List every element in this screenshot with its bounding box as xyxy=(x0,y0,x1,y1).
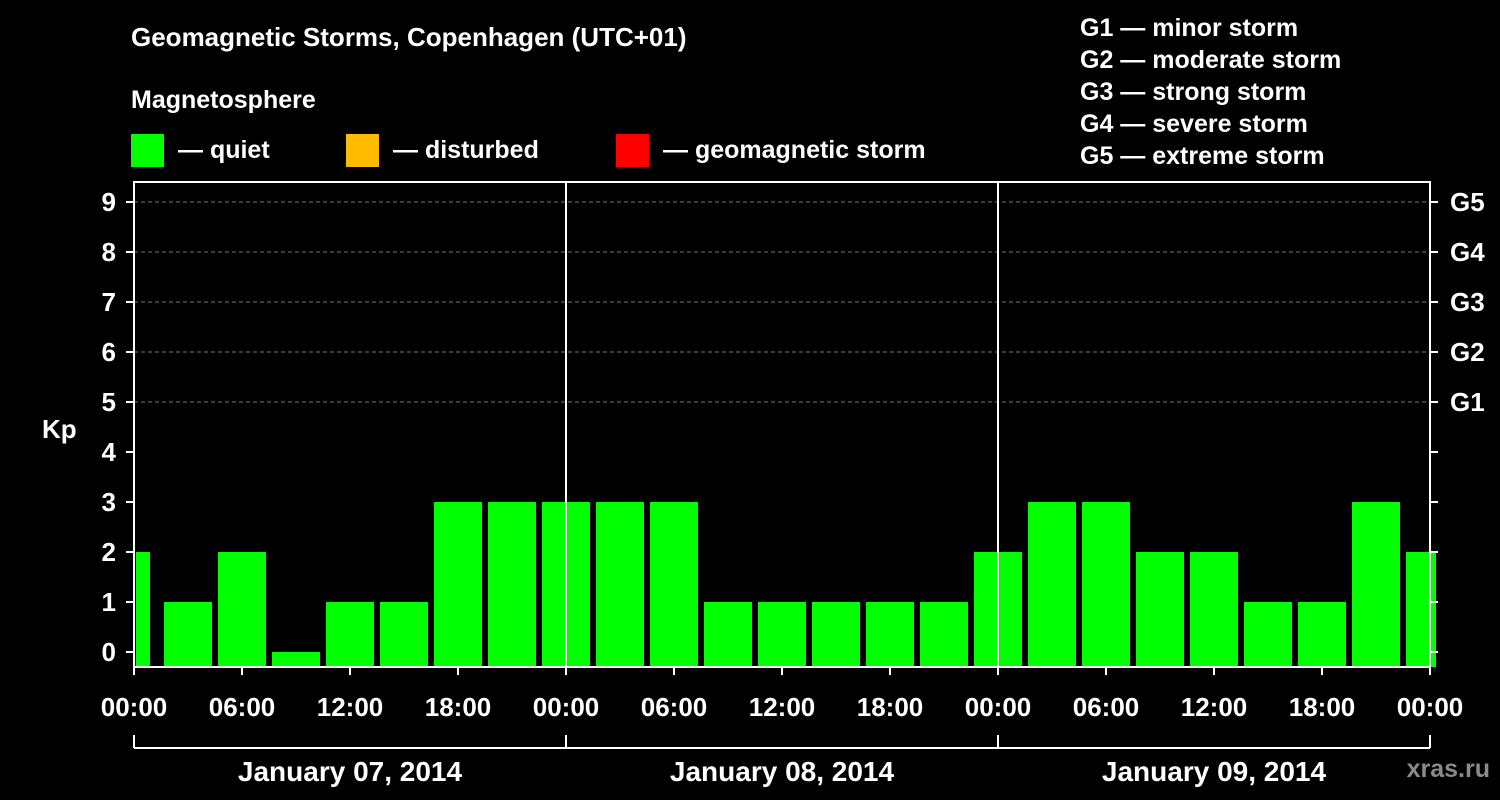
x-tick-label-8: 00:00 xyxy=(965,692,1032,722)
legend-disturbed-label: — disturbed xyxy=(393,135,539,164)
legend-quiet-label: — quiet xyxy=(178,135,270,164)
legend-storm: — geomagnetic storm xyxy=(616,133,926,167)
date-label-0: January 07, 2014 xyxy=(238,756,463,787)
legend-storm-label: — geomagnetic storm xyxy=(663,135,926,164)
bar-6 xyxy=(434,502,482,667)
bar-22 xyxy=(1298,602,1346,667)
bar-17 xyxy=(1028,502,1076,667)
bar-23 xyxy=(1352,502,1400,667)
y-tick-label-8: 8 xyxy=(102,237,116,267)
chart-title: Geomagnetic Storms, Copenhagen (UTC+01) xyxy=(131,22,687,52)
storm-level-label-g2: G2 xyxy=(1450,337,1485,367)
storm-scale-g3: G3 — strong storm xyxy=(1080,78,1307,106)
bar-0 xyxy=(136,552,150,667)
legend-storm-swatch xyxy=(616,133,649,167)
bar-12 xyxy=(758,602,806,667)
bar-4 xyxy=(326,602,374,667)
bar-3 xyxy=(272,652,320,667)
magnetosphere-label: Magnetosphere xyxy=(131,86,316,114)
y-tick-label-4: 4 xyxy=(102,437,117,467)
storm-scale-g2: G2 — moderate storm xyxy=(1080,46,1342,74)
x-tick-label-5: 06:00 xyxy=(641,692,708,722)
bar-20 xyxy=(1190,552,1238,667)
storm-scale-g1: G1 — minor storm xyxy=(1080,14,1299,42)
x-tick-label-6: 12:00 xyxy=(749,692,816,722)
legend-disturbed-swatch xyxy=(346,133,379,167)
bar-15 xyxy=(920,602,968,667)
bar-9 xyxy=(596,502,644,667)
x-tick-label-2: 12:00 xyxy=(317,692,384,722)
storm-level-label-g5: G5 xyxy=(1450,187,1485,217)
y-tick-label-7: 7 xyxy=(102,287,116,317)
bar-2 xyxy=(218,552,266,667)
storm-level-label-g1: G1 xyxy=(1450,387,1485,417)
y-tick-label-5: 5 xyxy=(102,387,116,417)
x-tick-label-11: 18:00 xyxy=(1289,692,1356,722)
bar-11 xyxy=(704,602,752,667)
y-axis-label: Kp xyxy=(42,414,77,444)
x-tick-label-10: 12:00 xyxy=(1181,692,1248,722)
bar-18 xyxy=(1082,502,1130,667)
y-tick-label-6: 6 xyxy=(102,337,116,367)
bar-13 xyxy=(812,602,860,667)
x-tick-label-7: 18:00 xyxy=(857,692,924,722)
x-tick-label-12: 00:00 xyxy=(1397,692,1464,722)
date-label-2: January 09, 2014 xyxy=(1102,756,1327,787)
storm-level-label-g4: G4 xyxy=(1450,237,1485,267)
x-tick-label-9: 06:00 xyxy=(1073,692,1140,722)
legend-quiet-swatch xyxy=(131,133,164,167)
bar-10 xyxy=(650,502,698,667)
bar-5 xyxy=(380,602,428,667)
storm-scale-legend: G1 — minor storm G2 — moderate storm G3 … xyxy=(1080,12,1341,172)
bar-1 xyxy=(164,602,212,667)
legend-disturbed: — disturbed xyxy=(346,133,539,167)
storm-level-label-g3: G3 xyxy=(1450,287,1485,317)
x-tick-label-1: 06:00 xyxy=(209,692,276,722)
y-tick-label-1: 1 xyxy=(102,587,116,617)
date-label-1: January 08, 2014 xyxy=(670,756,895,787)
watermark: xras.ru xyxy=(1406,755,1490,783)
y-tick-label-9: 9 xyxy=(102,187,116,217)
bar-24 xyxy=(1406,552,1436,667)
storm-scale-g5: G5 — extreme storm xyxy=(1080,142,1325,170)
bar-7 xyxy=(488,502,536,667)
x-tick-label-0: 00:00 xyxy=(101,692,168,722)
x-tick-label-3: 18:00 xyxy=(425,692,492,722)
y-tick-label-0: 0 xyxy=(102,637,116,667)
bar-21 xyxy=(1244,602,1292,667)
y-tick-label-3: 3 xyxy=(102,487,116,517)
storm-scale-g4: G4 — severe storm xyxy=(1080,110,1308,138)
bar-14 xyxy=(866,602,914,667)
x-tick-label-4: 00:00 xyxy=(533,692,600,722)
bar-19 xyxy=(1136,552,1184,667)
legend-quiet: — quiet xyxy=(131,133,270,167)
y-tick-label-2: 2 xyxy=(102,537,116,567)
